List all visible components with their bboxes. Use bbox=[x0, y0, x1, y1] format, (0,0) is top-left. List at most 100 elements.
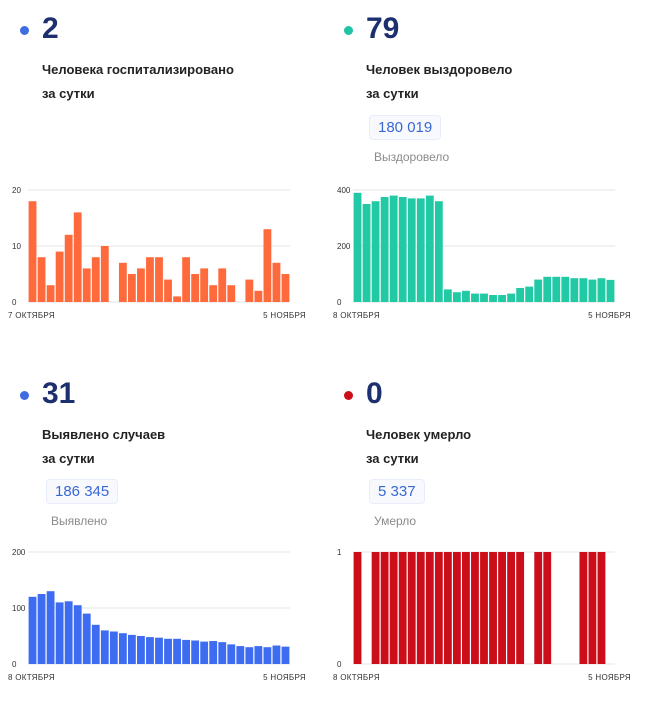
hospitalized-description-line2: за сутки bbox=[42, 86, 95, 101]
cases-y-tick-label: 0 bbox=[12, 660, 17, 669]
deaths-y-tick-label: 0 bbox=[337, 660, 342, 669]
cases-bar bbox=[82, 613, 91, 664]
cases-x-start-label: 8 ОКТЯБРЯ bbox=[8, 673, 55, 682]
cases-bar bbox=[173, 638, 181, 664]
recovered-bar bbox=[480, 293, 488, 302]
cases-panel: 31 Выявлено случаев за сутки 186 345 Выя… bbox=[0, 357, 325, 715]
hospitalized-value: 2 bbox=[42, 12, 59, 45]
cases-bar bbox=[100, 630, 109, 664]
cases-y-tick-label: 200 bbox=[12, 548, 26, 557]
recovered-bar bbox=[443, 289, 452, 302]
recovered-bar bbox=[434, 201, 443, 302]
hospitalized-bar bbox=[91, 257, 100, 302]
cases-bar bbox=[164, 638, 172, 664]
cases-total: 186 345 bbox=[46, 479, 119, 504]
recovered-bar bbox=[498, 295, 506, 302]
deaths-bar bbox=[498, 552, 506, 664]
cases-bar bbox=[37, 594, 46, 664]
deaths-chart-svg: 0 1 8 ОКТЯБРЯ 5 НОЯБРЯ bbox=[333, 548, 631, 682]
cases-description: Выявлено случаев за сутки bbox=[42, 423, 165, 471]
recovered-bar bbox=[525, 286, 534, 302]
recovered-bar bbox=[471, 293, 479, 302]
deaths-panel: 0 Человек умерло за сутки 5 337 Умерло 0… bbox=[325, 357, 650, 715]
hospitalized-bar bbox=[281, 274, 290, 302]
recovered-bar bbox=[452, 292, 461, 302]
recovered-bar bbox=[597, 278, 606, 302]
recovered-bar bbox=[416, 198, 425, 302]
cases-bar bbox=[272, 645, 281, 664]
recovered-y-tick-label: 200 bbox=[337, 242, 351, 251]
deaths-bar bbox=[380, 552, 389, 664]
deaths-bar bbox=[425, 552, 434, 664]
deaths-x-end-label: 5 НОЯБРЯ bbox=[588, 673, 631, 682]
hospitalized-bar bbox=[137, 268, 145, 302]
recovered-bar bbox=[371, 201, 380, 302]
deaths-bar bbox=[389, 552, 398, 664]
cases-description-line1: Выявлено случаев bbox=[42, 427, 166, 442]
deaths-dot-icon bbox=[344, 391, 353, 400]
deaths-bar bbox=[516, 552, 525, 664]
deaths-bar bbox=[534, 552, 543, 664]
deaths-bar bbox=[462, 552, 470, 664]
hospitalized-x-start-label: 7 ОКТЯБРЯ bbox=[8, 311, 55, 320]
recovered-x-end-label: 5 НОЯБРЯ bbox=[588, 311, 631, 320]
deaths-bar bbox=[353, 552, 362, 664]
cases-x-end-label: 5 НОЯБРЯ bbox=[263, 673, 306, 682]
recovered-bar bbox=[353, 192, 362, 302]
hospitalized-bar bbox=[73, 212, 82, 302]
recovered-y-tick-label: 400 bbox=[337, 186, 351, 195]
recovered-total: 180 019 bbox=[369, 115, 442, 140]
cases-total-label: Выявлено bbox=[51, 514, 108, 528]
recovered-value: 79 bbox=[366, 12, 400, 45]
hospitalized-bar bbox=[46, 285, 55, 302]
hospitalized-bar bbox=[191, 274, 200, 302]
cases-bar bbox=[155, 637, 163, 664]
cases-bar bbox=[227, 644, 236, 664]
hospitalized-panel: 2 Человека госпитализировано за сутки 0 1… bbox=[0, 0, 325, 357]
hospitalized-description: Человека госпитализировано за сутки bbox=[42, 58, 234, 106]
hospitalized-bar bbox=[118, 262, 127, 302]
recovered-dot-icon bbox=[344, 26, 353, 35]
cases-bar bbox=[137, 636, 145, 664]
recovered-bar bbox=[507, 293, 516, 302]
deaths-chart: 0 1 8 ОКТЯБРЯ 5 НОЯБРЯ bbox=[325, 542, 650, 692]
cases-chart: 0 100 200 8 ОКТЯБРЯ 5 НОЯБРЯ bbox=[0, 542, 325, 692]
hospitalized-bar bbox=[209, 285, 218, 302]
recovered-bar bbox=[462, 290, 470, 302]
cases-bar bbox=[28, 596, 37, 664]
deaths-bar bbox=[407, 552, 416, 664]
recovered-bar bbox=[425, 195, 434, 302]
recovered-bar bbox=[389, 195, 398, 302]
deaths-bar bbox=[434, 552, 443, 664]
cases-bar bbox=[73, 605, 82, 664]
hospitalized-bar bbox=[227, 285, 236, 302]
hospitalized-bar bbox=[182, 257, 191, 302]
recovered-bar bbox=[579, 278, 588, 302]
cases-bar bbox=[263, 647, 272, 664]
deaths-bar bbox=[443, 552, 452, 664]
hospitalized-bar bbox=[28, 201, 37, 302]
deaths-value: 0 bbox=[366, 377, 383, 410]
deaths-bar bbox=[507, 552, 516, 664]
hospitalized-chart: 0 10 20 7 ОКТЯБРЯ 5 НОЯБРЯ bbox=[0, 180, 325, 330]
cases-bar bbox=[127, 634, 136, 664]
cases-bar bbox=[46, 591, 55, 664]
cases-bar bbox=[118, 633, 127, 664]
recovered-chart: 0 200 400 8 ОКТЯБРЯ 5 НОЯБРЯ bbox=[325, 180, 650, 330]
deaths-bar bbox=[416, 552, 425, 664]
cases-bar bbox=[209, 641, 218, 664]
recovered-bar bbox=[561, 276, 570, 302]
hospitalized-bar bbox=[55, 251, 64, 302]
cases-description-line2: за сутки bbox=[42, 451, 95, 466]
cases-bar bbox=[109, 631, 118, 664]
hospitalized-bar bbox=[82, 268, 91, 302]
hospitalized-bar bbox=[155, 257, 163, 302]
recovered-bar bbox=[570, 278, 579, 302]
hospitalized-bar bbox=[37, 257, 46, 302]
hospitalized-bar bbox=[173, 296, 181, 302]
hospitalized-y-tick-label: 20 bbox=[12, 186, 21, 195]
cases-bar bbox=[55, 602, 64, 664]
hospitalized-bar bbox=[263, 229, 272, 302]
hospitalized-x-end-label: 5 НОЯБРЯ bbox=[263, 311, 306, 320]
deaths-bar bbox=[489, 552, 497, 664]
